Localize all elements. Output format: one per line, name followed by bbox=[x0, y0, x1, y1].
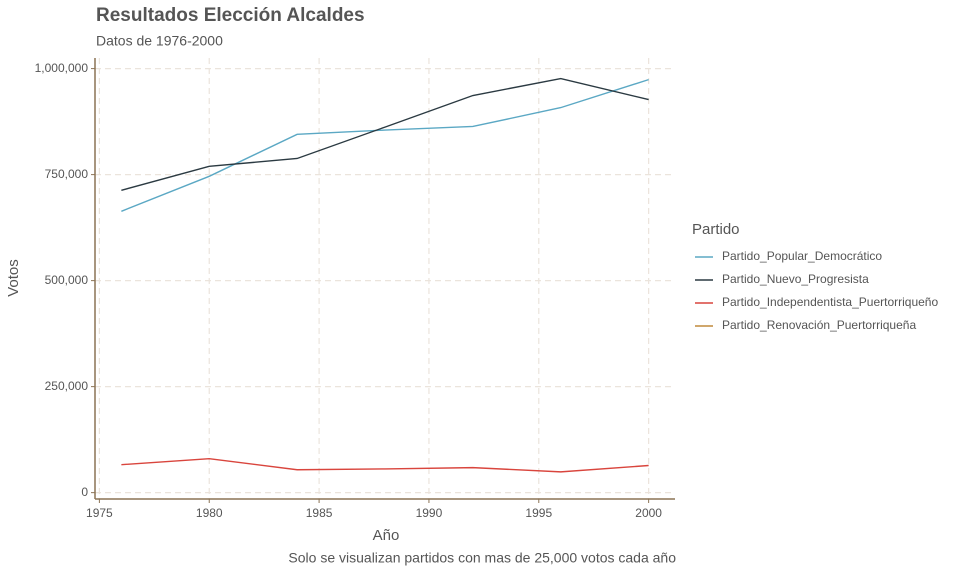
y-tick-label: 0 bbox=[81, 485, 88, 499]
caption: Solo se visualizan partidos con mas de 2… bbox=[288, 550, 676, 566]
line-series bbox=[121, 78, 649, 212]
legend-label: Partido_Independentista_Puertorriqueño bbox=[722, 295, 938, 309]
y-axis-label: Votos bbox=[5, 259, 22, 297]
y-tick-label: 750,000 bbox=[45, 167, 89, 181]
legend-label: Partido_Popular_Democrático bbox=[722, 249, 882, 263]
x-tick-label: 1975 bbox=[86, 506, 113, 520]
legend-label: Partido_Renovación_Puertorriqueña bbox=[722, 318, 916, 332]
legend-label: Partido_Nuevo_Progresista bbox=[722, 272, 869, 286]
x-tick-label: 1985 bbox=[306, 506, 333, 520]
chart-title: Resultados Elección Alcaldes bbox=[96, 5, 365, 26]
y-tick-label: 500,000 bbox=[45, 273, 89, 287]
x-tick-label: 1995 bbox=[525, 506, 552, 520]
x-axis-label: Año bbox=[373, 527, 400, 544]
x-tick-label: 1980 bbox=[196, 506, 223, 520]
y-tick-label: 1,000,000 bbox=[35, 61, 89, 75]
line-series bbox=[121, 77, 649, 191]
legend-title: Partido bbox=[692, 221, 740, 238]
chart-subtitle: Datos de 1976-2000 bbox=[96, 33, 223, 49]
line-series bbox=[121, 458, 649, 473]
y-tick-label: 250,000 bbox=[45, 379, 89, 393]
x-tick-label: 1990 bbox=[416, 506, 443, 520]
x-tick-label: 2000 bbox=[635, 506, 662, 520]
